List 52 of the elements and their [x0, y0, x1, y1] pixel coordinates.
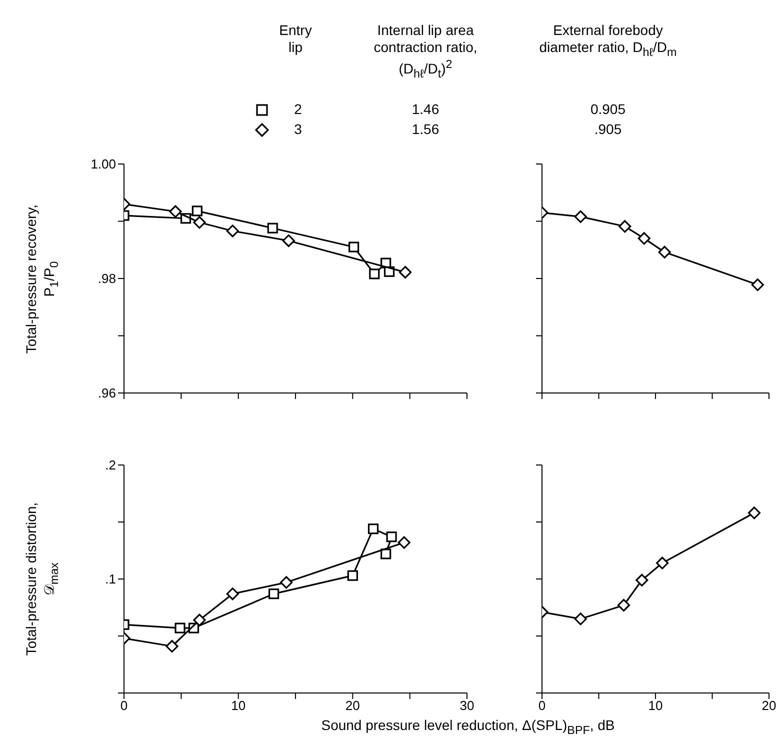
point	[347, 570, 358, 581]
point	[574, 612, 587, 626]
point	[617, 598, 630, 612]
point	[369, 268, 380, 280]
point	[638, 232, 650, 245]
x-tick-label: 0	[120, 698, 128, 714]
point	[282, 234, 295, 248]
text: 1.46	[410, 101, 440, 118]
y-tick-label: .2	[105, 458, 116, 473]
point	[656, 556, 669, 570]
text: Internal lip area contraction ratio, (D$_{hℓ}$/D$_{t}$)$^{2}$	[372, 22, 478, 82]
x-tick-label: 10	[231, 698, 246, 714]
point	[226, 224, 239, 238]
y-tick-label: .98	[98, 271, 116, 286]
x-tick-label: 10	[648, 698, 663, 714]
legend-title: Entry lip	[278, 22, 313, 56]
point	[169, 205, 182, 218]
point	[636, 574, 648, 586]
point	[267, 222, 278, 234]
x-tick-label: 30	[460, 698, 474, 714]
point	[268, 588, 280, 600]
text: 0.905	[589, 101, 627, 118]
point	[658, 246, 671, 258]
x-axis-title: Sound pressure level reduction, Δ(SPL)$_{BPF}$, dB	[320, 717, 616, 737]
point	[380, 548, 392, 560]
x-tick-label: 20	[345, 698, 360, 714]
point	[226, 588, 239, 600]
point	[166, 640, 178, 653]
point	[280, 576, 293, 589]
x-tick-label: 20	[762, 698, 776, 714]
point	[193, 614, 206, 626]
y-tick-label: .96	[98, 386, 116, 401]
point	[748, 506, 761, 520]
legend-label: 2	[293, 101, 303, 118]
text: External forebody diameter ratio, D$_{hℓ}$/D$_{m}$	[538, 22, 678, 61]
point	[192, 206, 202, 216]
point	[174, 622, 186, 634]
text: 1.56	[410, 121, 440, 138]
point	[574, 210, 587, 223]
y-tick-label: .1	[105, 572, 116, 587]
point	[618, 220, 632, 233]
point	[398, 536, 410, 549]
point	[398, 266, 412, 278]
point	[368, 524, 379, 534]
y-tick-label: 1.00	[90, 156, 116, 172]
point	[386, 532, 397, 542]
point	[193, 216, 206, 229]
x-tick-label: 0	[538, 698, 546, 714]
legend-label: 3	[293, 121, 303, 138]
point	[751, 278, 764, 292]
point	[348, 242, 360, 252]
text: .905	[593, 121, 623, 138]
